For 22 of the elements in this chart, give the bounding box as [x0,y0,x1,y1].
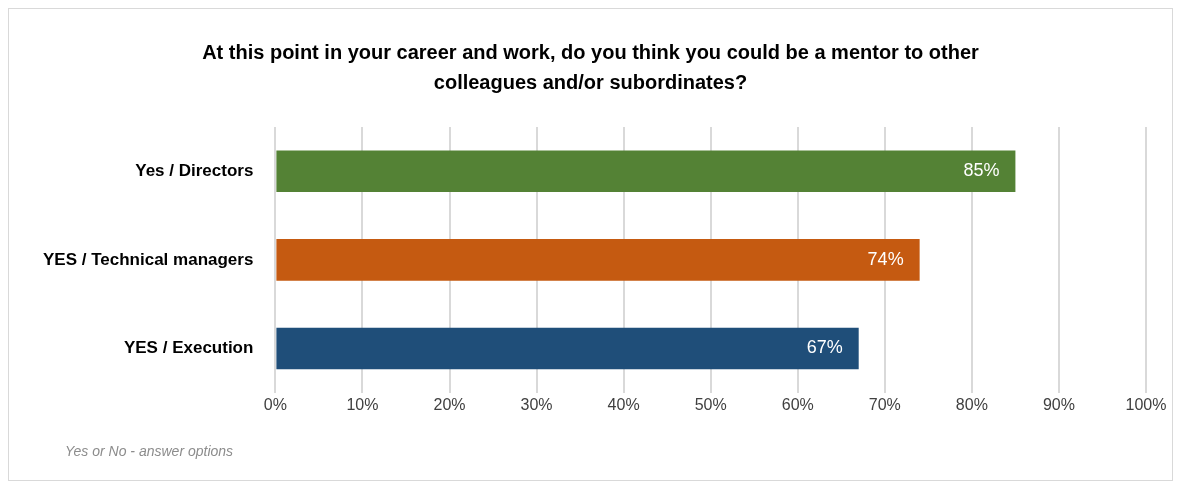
chart-title: At this point in your career and work, do you think you could be a mentor to other colleagues and/or subordinates? [202,40,980,93]
x-tick-label: 100% [1125,395,1167,413]
x-tick-label: 40% [607,395,640,413]
data-label: 74% [867,248,904,269]
x-tick-label: 50% [694,395,727,413]
x-tick-label: 70% [868,395,901,413]
bar [276,327,859,370]
data-label: 67% [806,337,843,358]
x-tick-label: 60% [781,395,814,413]
text: Yes or No - answer options [65,442,234,459]
bar [276,239,920,281]
y-tick-label: YES / Technical managers [42,249,254,269]
x-tick-label: 30% [520,395,553,413]
x-tick-label: 90% [1042,395,1075,413]
y-tick-label: Yes / Directors [135,160,254,180]
x-tick-label: 0% [263,395,287,413]
x-tick-label: 10% [346,395,379,413]
x-tick-label: 20% [433,395,466,413]
y-tick-label: YES / Execution [123,338,254,358]
data-label: 85% [963,160,1000,181]
bar [276,150,1016,193]
x-tick-label: 80% [955,395,988,413]
